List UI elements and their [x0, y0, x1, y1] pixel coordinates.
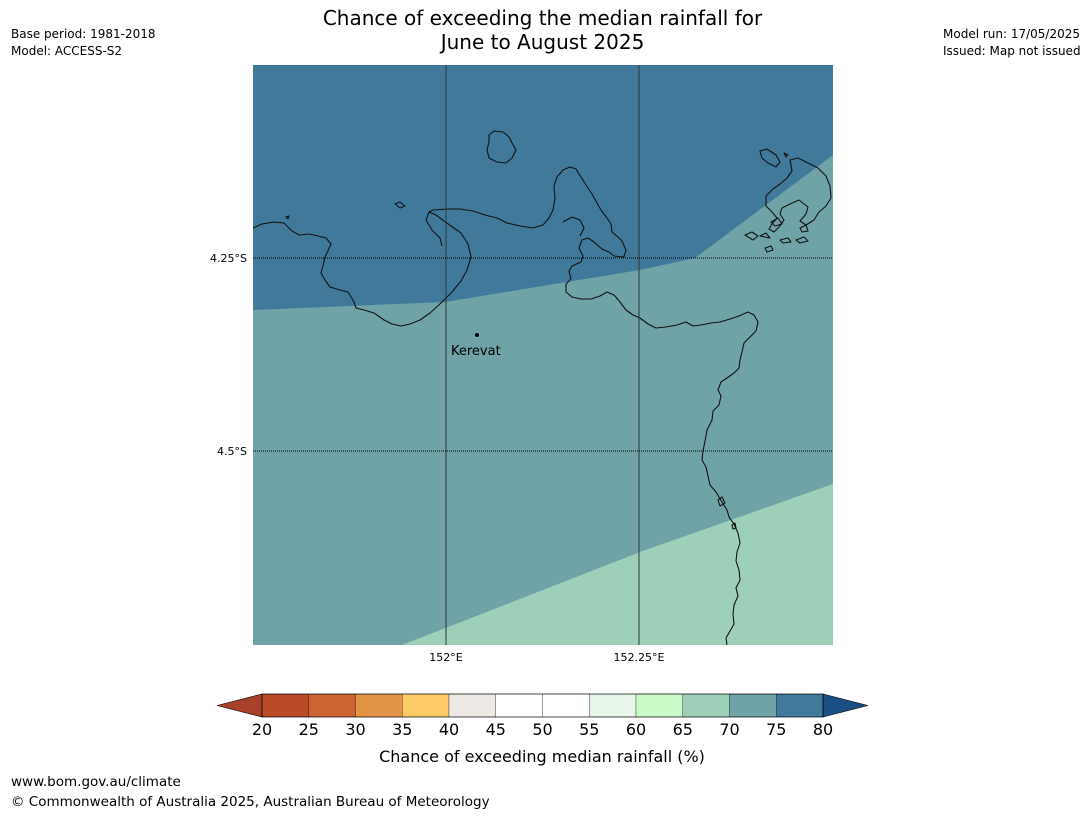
model-run-text: Model run: 17/05/2025 [943, 27, 1081, 41]
colorbar-swatch [355, 693, 403, 718]
island-north [486, 130, 517, 164]
title-line-1: Chance of exceeding the median rainfall … [322, 6, 763, 30]
colorbar-tick-label: 70 [719, 720, 739, 739]
colorbar-tick-label: 40 [439, 720, 459, 739]
coastline [253, 130, 832, 645]
title-line-2: June to August 2025 [440, 30, 645, 54]
colorbar-swatch [682, 693, 730, 718]
coastline-main [253, 166, 759, 645]
zone-65-70 [253, 155, 833, 645]
colorbar-swatch [402, 693, 450, 718]
colorbar-tick-label: 55 [579, 720, 599, 739]
island-small-9 [770, 217, 783, 227]
colorbar-extend-high [822, 693, 869, 718]
kerevat-marker [475, 333, 479, 337]
base-period-text: Base period: 1981-2018 [11, 27, 156, 41]
footer-copyright: © Commonwealth of Australia 2025, Austra… [11, 794, 490, 810]
colorbar-swatch [776, 693, 824, 718]
colorbar-swatch [448, 693, 496, 718]
colorbar-swatch [635, 693, 683, 718]
colorbar-tick-label: 30 [345, 720, 365, 739]
island-small-2 [285, 215, 290, 220]
map-title: Chance of exceeding the median rainfall … [0, 6, 1085, 54]
island-small-8 [759, 232, 771, 239]
island-small-3 [783, 152, 789, 158]
map-panel: Kerevat [253, 65, 833, 645]
colorbar-tick-label: 25 [299, 720, 319, 739]
lat-label-4-5: 4.5°S [217, 445, 247, 458]
lat-label-4-25: 4.25°S [210, 252, 247, 265]
colorbar: 20 25 30 35 40 45 50 55 60 65 70 75 80 [216, 693, 869, 739]
model-text: Model: ACCESS-S2 [11, 44, 123, 58]
colorbar-tick-label: 65 [673, 720, 693, 739]
coastline-west-bay [425, 211, 443, 247]
colorbar-swatch [729, 693, 777, 718]
colorbar-extend-low [216, 693, 263, 718]
zone-60-65 [402, 484, 833, 645]
island-small-11 [717, 496, 726, 507]
colorbar-tick-label: 35 [392, 720, 412, 739]
colorbar-swatch [261, 693, 309, 718]
colorbar-swatch [589, 693, 637, 718]
island-small-1 [394, 201, 406, 209]
island-small-7 [795, 236, 809, 244]
graticule [253, 65, 833, 645]
kerevat-label: Kerevat [451, 344, 501, 359]
issued-text: Issued: Map not issued [943, 44, 1081, 58]
coastline-peninsula [562, 216, 585, 237]
lon-label-152-25: 152.25°E [614, 651, 665, 664]
footer-url[interactable]: www.bom.gov.au/climate [11, 774, 181, 790]
island-small-4 [744, 231, 759, 241]
colorbar-swatch [495, 693, 543, 718]
colorbar-tick-label: 50 [532, 720, 552, 739]
island-group-ne [759, 148, 781, 168]
island-small-5 [764, 245, 774, 253]
colorbar-label: Chance of exceeding median rainfall (%) [379, 747, 705, 766]
island-small-10 [799, 224, 809, 233]
lon-label-152: 152°E [429, 651, 462, 664]
island-small-6 [779, 237, 792, 244]
colorbar-tick-label: 80 [813, 720, 833, 739]
island-small-12 [731, 522, 737, 530]
colorbar-tick-label: 75 [766, 720, 786, 739]
island-duke-of-york [765, 157, 832, 233]
meta-right: Model run: 17/05/2025 Issued: Map not is… [943, 26, 1081, 60]
colorbar-swatch [542, 693, 590, 718]
colorbar-tick-label: 20 [252, 720, 272, 739]
meta-left: Base period: 1981-2018 Model: ACCESS-S2 [11, 26, 156, 60]
colorbar-tick-label: 45 [486, 720, 506, 739]
colorbar-tick-label: 60 [626, 720, 646, 739]
colorbar-swatch [308, 693, 356, 718]
colorbar-outline [261, 693, 824, 718]
